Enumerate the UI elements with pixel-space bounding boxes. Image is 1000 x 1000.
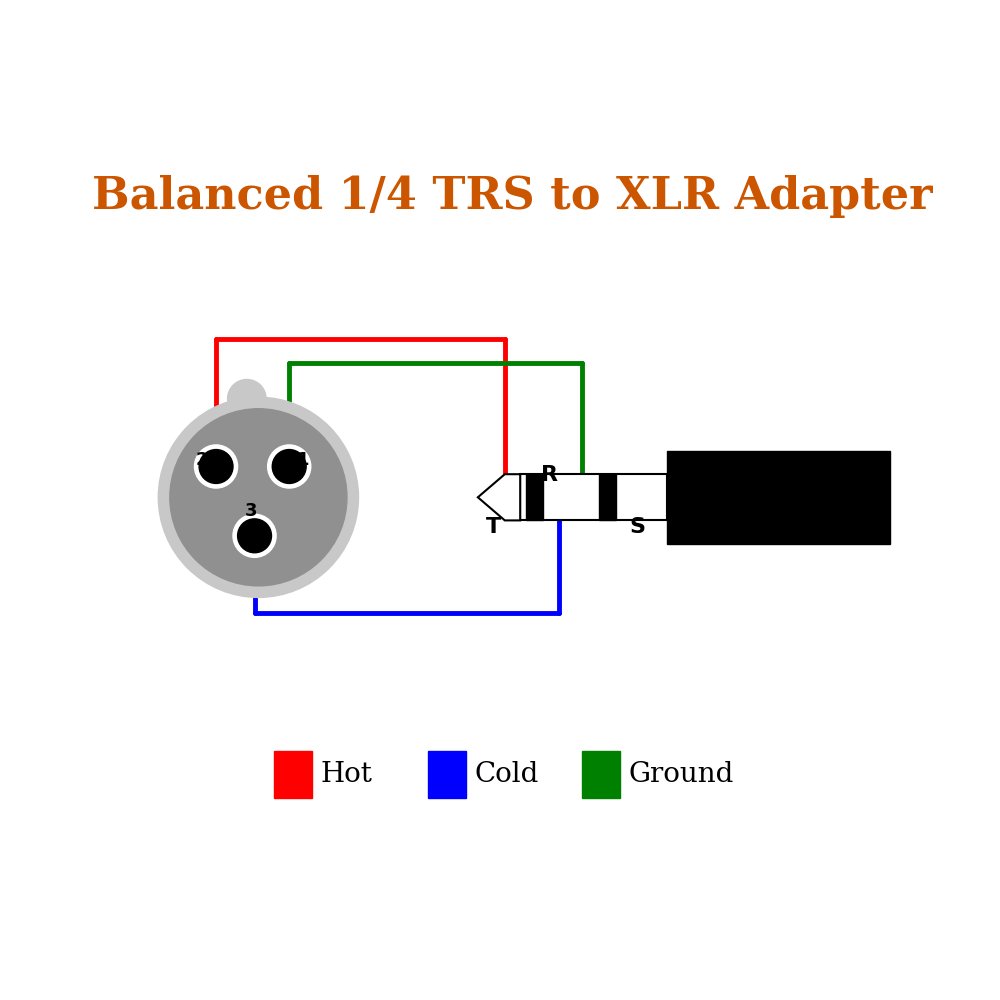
Text: Ground: Ground xyxy=(628,761,733,788)
Bar xyxy=(599,474,616,520)
Circle shape xyxy=(268,445,311,488)
Bar xyxy=(274,751,312,798)
Text: R: R xyxy=(541,465,558,485)
Circle shape xyxy=(238,519,271,553)
Text: 3: 3 xyxy=(244,502,257,520)
Circle shape xyxy=(194,445,238,488)
Circle shape xyxy=(233,514,276,557)
Bar xyxy=(666,451,890,544)
Bar xyxy=(582,751,620,798)
Text: Cold: Cold xyxy=(474,761,538,788)
Text: 2: 2 xyxy=(196,451,208,469)
Text: Hot: Hot xyxy=(320,761,372,788)
Bar xyxy=(520,474,666,520)
Text: 1: 1 xyxy=(297,451,309,469)
Bar xyxy=(428,751,466,798)
Circle shape xyxy=(158,397,358,597)
Circle shape xyxy=(170,409,347,586)
Text: T: T xyxy=(486,517,501,537)
Circle shape xyxy=(228,379,266,418)
Circle shape xyxy=(199,450,233,483)
Circle shape xyxy=(272,450,306,483)
Text: Balanced 1/4 TRS to XLR Adapter: Balanced 1/4 TRS to XLR Adapter xyxy=(92,176,933,219)
Bar xyxy=(526,474,543,520)
Text: S: S xyxy=(629,517,645,537)
Polygon shape xyxy=(478,474,520,520)
